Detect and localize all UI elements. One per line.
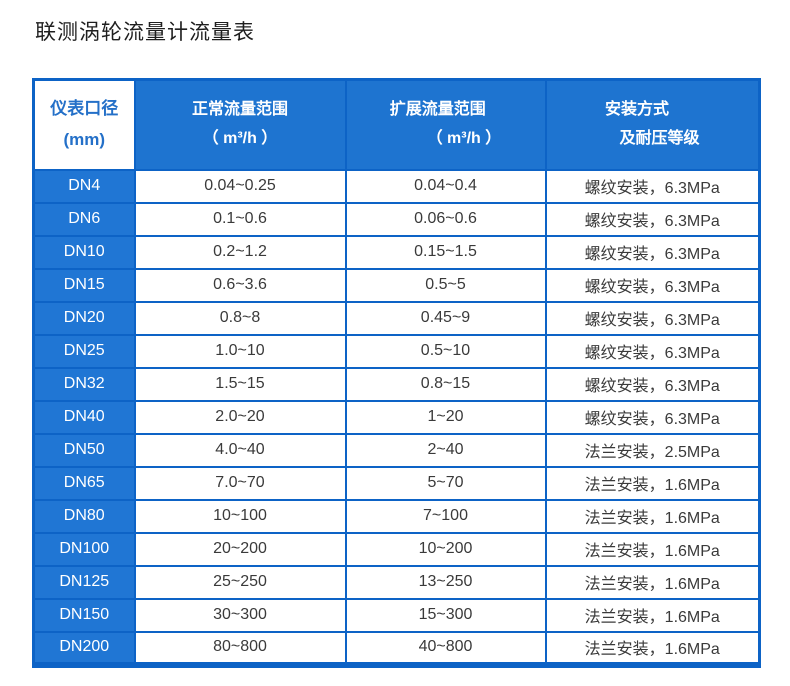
cell-diameter: DN15 <box>32 267 136 303</box>
header-row: 仪表口径 (mm) 正常流量范围 （ m³/h ） 扩展流量范围 （ m³/h … <box>32 78 761 171</box>
cell-extended-flow-range: 13~250 <box>344 564 547 600</box>
cell-normal-flow-range: 25~250 <box>133 564 347 600</box>
flow-rate-table: 仪表口径 (mm) 正常流量范围 （ m³/h ） 扩展流量范围 （ m³/h … <box>32 78 761 668</box>
header-extended-flow-range: 扩展流量范围 （ m³/h ） <box>344 78 547 171</box>
table-row: DN6 0.1~0.6 0.06~0.6 螺纹安装，6.3MPa <box>32 201 761 237</box>
cell-installation-pressure: 螺纹安装，6.3MPa <box>544 168 761 204</box>
cell-diameter: DN40 <box>32 399 136 435</box>
cell-normal-flow-range: 2.0~20 <box>133 399 347 435</box>
table-row: DN32 1.5~15 0.8~15 螺纹安装，6.3MPa <box>32 366 761 402</box>
cell-extended-flow-range: 5~70 <box>344 465 547 501</box>
cell-installation-pressure: 法兰安装，1.6MPa <box>544 630 761 666</box>
table-row: DN50 4.0~40 2~40 法兰安装，2.5MPa <box>32 432 761 468</box>
header-extended-flow-block: 扩展流量范围 （ m³/h ） <box>390 96 501 154</box>
table-row: DN15 0.6~3.6 0.5~5 螺纹安装，6.3MPa <box>32 267 761 303</box>
cell-diameter: DN20 <box>32 300 136 336</box>
cell-normal-flow-range: 80~800 <box>133 630 347 666</box>
cell-installation-pressure: 法兰安装，1.6MPa <box>544 498 761 534</box>
cell-extended-flow-range: 1~20 <box>344 399 547 435</box>
cell-extended-flow-range: 7~100 <box>344 498 547 534</box>
cell-extended-flow-range: 15~300 <box>344 597 547 633</box>
cell-diameter: DN4 <box>32 168 136 204</box>
cell-installation-pressure: 螺纹安装，6.3MPa <box>544 399 761 435</box>
cell-normal-flow-range: 1.0~10 <box>133 333 347 369</box>
table-row: DN10 0.2~1.2 0.15~1.5 螺纹安装，6.3MPa <box>32 234 761 270</box>
cell-installation-pressure: 螺纹安装，6.3MPa <box>544 234 761 270</box>
table-row: DN40 2.0~20 1~20 螺纹安装，6.3MPa <box>32 399 761 435</box>
table-row: DN80 10~100 7~100 法兰安装，1.6MPa <box>32 498 761 534</box>
table-body: DN4 0.04~0.25 0.04~0.4 螺纹安装，6.3MPa DN6 0… <box>32 168 761 666</box>
header-installation-pressure: 安装方式 及耐压等级 <box>544 78 761 171</box>
cell-extended-flow-range: 2~40 <box>344 432 547 468</box>
cell-normal-flow-range: 30~300 <box>133 597 347 633</box>
cell-installation-pressure: 螺纹安装，6.3MPa <box>544 201 761 237</box>
table-row: DN20 0.8~8 0.45~9 螺纹安装，6.3MPa <box>32 300 761 336</box>
cell-extended-flow-range: 0.15~1.5 <box>344 234 547 270</box>
table-header: 仪表口径 (mm) 正常流量范围 （ m³/h ） 扩展流量范围 （ m³/h … <box>32 78 761 171</box>
table-row: DN65 7.0~70 5~70 法兰安装，1.6MPa <box>32 465 761 501</box>
cell-installation-pressure: 螺纹安装，6.3MPa <box>544 366 761 402</box>
header-installation-line2: 及耐压等级 <box>619 129 700 147</box>
header-normal-flow-range: 正常流量范围 （ m³/h ） <box>133 78 347 171</box>
cell-normal-flow-range: 20~200 <box>133 531 347 567</box>
cell-normal-flow-range: 0.8~8 <box>133 300 347 336</box>
cell-extended-flow-range: 40~800 <box>344 630 547 666</box>
cell-normal-flow-range: 0.1~0.6 <box>133 201 347 237</box>
cell-diameter: DN65 <box>32 465 136 501</box>
page-title: 联测涡轮流量计流量表 <box>35 21 255 44</box>
cell-extended-flow-range: 0.04~0.4 <box>344 168 547 204</box>
table-row: DN4 0.04~0.25 0.04~0.4 螺纹安装，6.3MPa <box>32 168 761 204</box>
header-extended-flow-line1: 扩展流量范围 <box>389 100 486 118</box>
cell-installation-pressure: 法兰安装，1.6MPa <box>544 531 761 567</box>
cell-installation-pressure: 螺纹安装，6.3MPa <box>544 267 761 303</box>
table-row: DN100 20~200 10~200 法兰安装，1.6MPa <box>32 531 761 567</box>
header-normal-flow-line1: 正常流量范围 <box>191 100 288 118</box>
cell-installation-pressure: 法兰安装，1.6MPa <box>544 597 761 633</box>
cell-extended-flow-range: 0.45~9 <box>344 300 547 336</box>
cell-diameter: DN32 <box>32 366 136 402</box>
cell-installation-pressure: 法兰安装，1.6MPa <box>544 465 761 501</box>
cell-diameter: DN6 <box>32 201 136 237</box>
cell-normal-flow-range: 0.2~1.2 <box>133 234 347 270</box>
cell-normal-flow-range: 0.6~3.6 <box>133 267 347 303</box>
header-meter-diameter-line2: (mm) <box>63 129 106 149</box>
cell-installation-pressure: 法兰安装，2.5MPa <box>544 432 761 468</box>
header-installation-block: 安装方式 及耐压等级 <box>605 96 699 154</box>
cell-normal-flow-range: 10~100 <box>133 498 347 534</box>
cell-diameter: DN200 <box>32 630 136 666</box>
cell-diameter: DN50 <box>32 432 136 468</box>
cell-extended-flow-range: 10~200 <box>344 531 547 567</box>
cell-extended-flow-range: 0.06~0.6 <box>344 201 547 237</box>
cell-installation-pressure: 法兰安装，1.6MPa <box>544 564 761 600</box>
cell-extended-flow-range: 0.5~10 <box>344 333 547 369</box>
cell-installation-pressure: 螺纹安装，6.3MPa <box>544 300 761 336</box>
cell-diameter: DN125 <box>32 564 136 600</box>
cell-normal-flow-range: 0.04~0.25 <box>133 168 347 204</box>
header-meter-diameter-line1: 仪表口径 <box>50 99 119 119</box>
cell-diameter: DN100 <box>32 531 136 567</box>
header-meter-diameter: 仪表口径 (mm) <box>32 78 136 171</box>
cell-normal-flow-range: 7.0~70 <box>133 465 347 501</box>
cell-diameter: DN25 <box>32 333 136 369</box>
cell-diameter: DN10 <box>32 234 136 270</box>
header-installation-line1: 安装方式 <box>605 100 670 118</box>
cell-installation-pressure: 螺纹安装，6.3MPa <box>544 333 761 369</box>
table-row: DN150 30~300 15~300 法兰安装，1.6MPa <box>32 597 761 633</box>
table-row: DN25 1.0~10 0.5~10 螺纹安装，6.3MPa <box>32 333 761 369</box>
cell-normal-flow-range: 1.5~15 <box>133 366 347 402</box>
cell-normal-flow-range: 4.0~40 <box>133 432 347 468</box>
cell-extended-flow-range: 0.8~15 <box>344 366 547 402</box>
cell-diameter: DN80 <box>32 498 136 534</box>
table-row: DN125 25~250 13~250 法兰安装，1.6MPa <box>32 564 761 600</box>
header-extended-flow-line2: （ m³/h ） <box>426 129 502 147</box>
cell-extended-flow-range: 0.5~5 <box>344 267 547 303</box>
table-row: DN200 80~800 40~800 法兰安装，1.6MPa <box>32 630 761 666</box>
cell-diameter: DN150 <box>32 597 136 633</box>
header-normal-flow-line2: （ m³/h ） <box>202 129 278 147</box>
